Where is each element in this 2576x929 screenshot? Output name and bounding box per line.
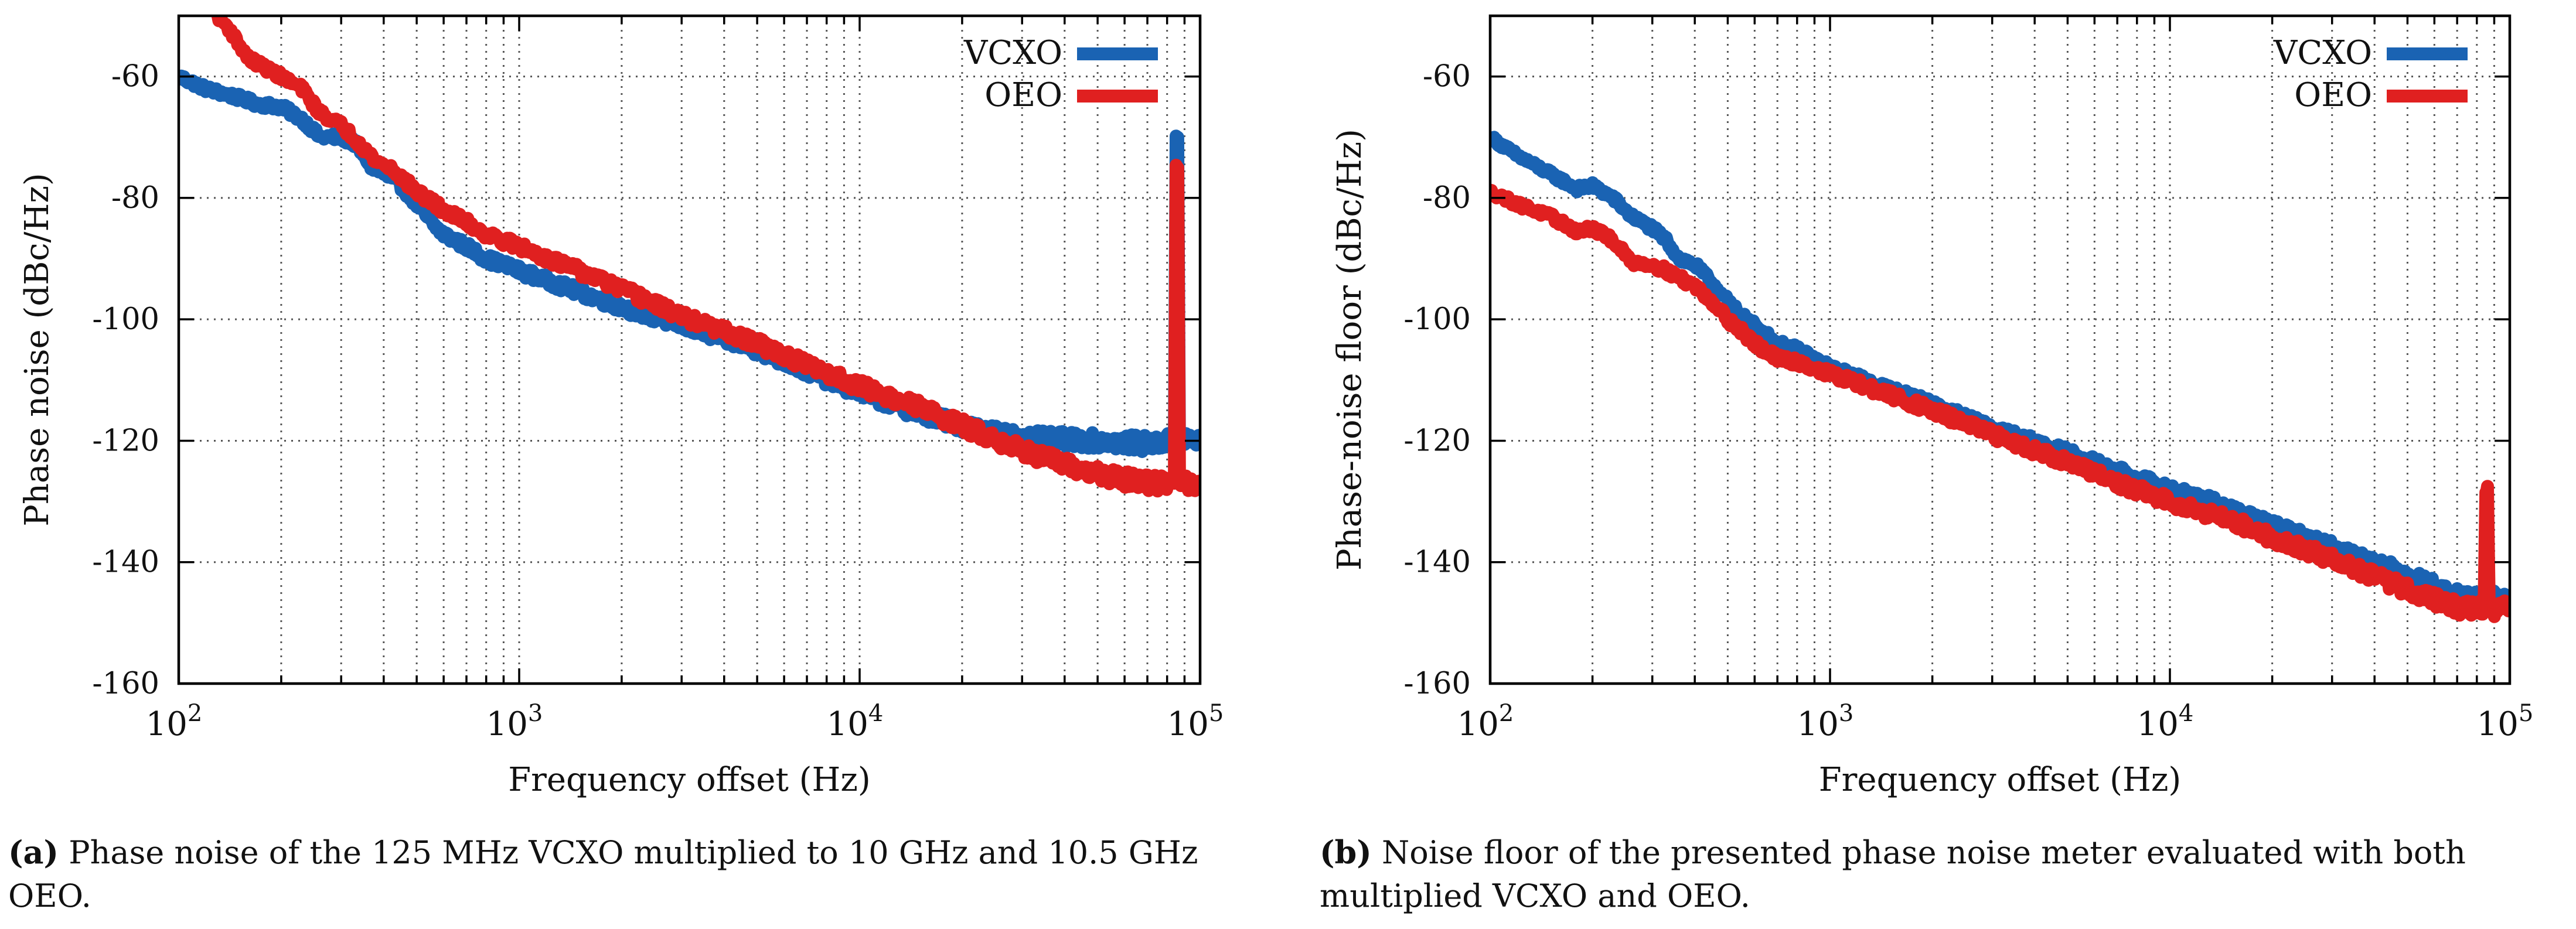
x-tick-label: 102 [146,700,203,743]
y-tick-label: -80 [1423,181,1471,216]
series-line-oeo [211,16,1200,498]
y-tick-label: -60 [111,60,159,94]
x-tick-label: 105 [2477,700,2534,743]
plot-frame [1488,14,2512,685]
grid-b [1490,16,2510,684]
x-ticks-b [1489,16,2511,685]
y-tick-label: -160 [1403,667,1471,701]
series-group-b [1490,131,2510,623]
caption-a-text: Phase noise of the 125 MHz VCXO multipli… [8,834,1198,914]
legend-label-vcxo: VCXO [963,34,1062,72]
legend-b: VCXO OEO [2273,34,2468,114]
caption-b: (b) Noise floor of the presented phase n… [1320,831,2574,918]
x-tick-label: 104 [2137,700,2194,743]
y-tick-label: -100 [92,302,159,337]
y-tick-label: -120 [1403,423,1471,458]
legend-label-oeo: OEO [984,76,1062,114]
legend-label-oeo: OEO [2294,76,2372,114]
x-tick-label: 102 [1457,700,1514,743]
legend-a: VCXO OEO [963,34,1158,114]
x-tick-label: 103 [1797,700,1854,743]
y-axis-label: Phase noise (dBc/Hz) [18,173,56,526]
plot-frame [177,14,1202,685]
x-tick-label: 104 [827,700,884,743]
x-tick-label: 103 [486,700,543,743]
x-ticks-a [178,16,1201,685]
series-line-vcxo [1490,131,2510,612]
x-tick-label: 105 [1167,700,1224,743]
caption-b-text: Noise floor of the presented phase noise… [1320,834,2466,914]
y-tick-label: -140 [92,545,159,580]
y-tick-label: -60 [1423,60,1471,94]
y-axis-label: Phase-noise floor (dBc/Hz) [1331,129,1369,571]
y-tick-label: -120 [92,423,159,458]
series-line-vcxo [179,69,1200,458]
legend-label-vcxo: VCXO [2273,34,2372,72]
y-tick-label: -80 [111,181,159,216]
y-tick-label: -100 [1403,302,1471,337]
series-group-a [179,16,1200,498]
x-axis-label: Frequency offset (Hz) [508,761,870,799]
caption-a-label: (a) [8,834,59,871]
caption-b-label: (b) [1320,834,1372,871]
y-tick-label: -140 [1403,545,1471,580]
x-axis-label: Frequency offset (Hz) [1819,761,2181,799]
y-tick-label: -160 [92,667,159,701]
series-line-oeo [1490,183,2510,623]
caption-a: (a) Phase noise of the 125 MHz VCXO mult… [8,831,1286,918]
